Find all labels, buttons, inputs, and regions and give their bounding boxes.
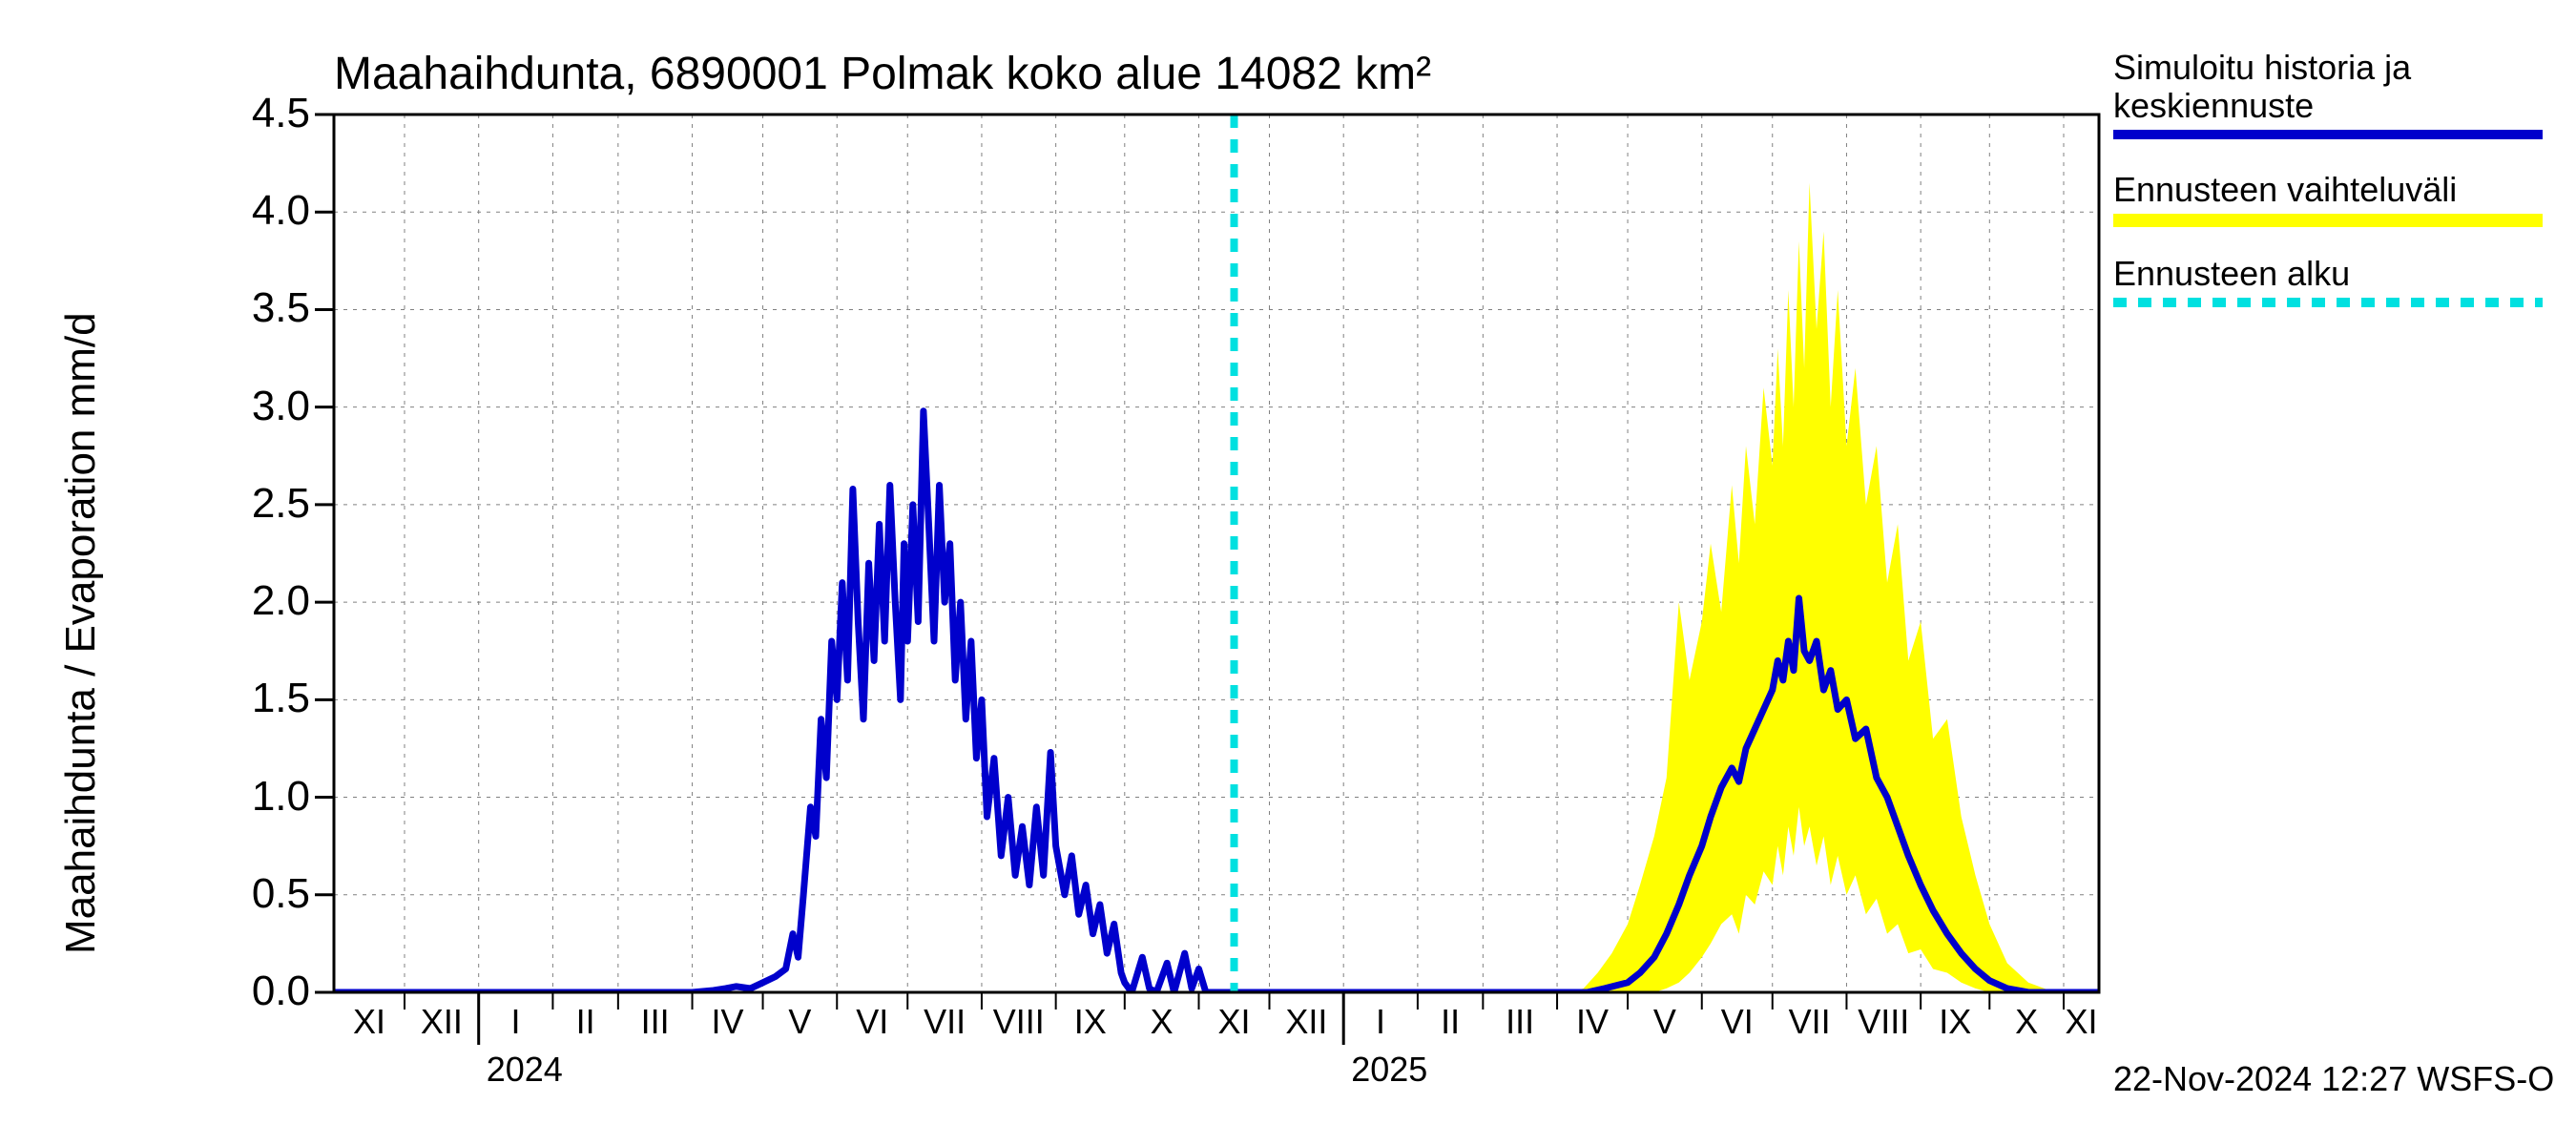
x-month-label: I — [1342, 1002, 1419, 1042]
y-tick-label: 2.0 — [219, 577, 310, 625]
x-month-label: XI — [2044, 1002, 2120, 1042]
y-tick-label: 0.5 — [219, 870, 310, 918]
legend-swatch-band — [2113, 214, 2543, 227]
x-month-label: XI — [1196, 1002, 1273, 1042]
y-tick-label: 0.0 — [219, 968, 310, 1015]
x-month-label: XI — [331, 1002, 407, 1042]
x-month-label: III — [617, 1002, 694, 1042]
legend-label: Ennusteen vaihteluväli — [2113, 170, 2457, 210]
y-tick-label: 4.0 — [219, 187, 310, 235]
x-month-label: III — [1482, 1002, 1558, 1042]
y-tick-label: 3.0 — [219, 383, 310, 430]
x-month-label: VIII — [981, 1002, 1057, 1042]
x-month-label: VII — [906, 1002, 983, 1042]
x-month-label: IX — [1917, 1002, 1993, 1042]
x-month-label: I — [478, 1002, 554, 1042]
x-month-label: VIII — [1845, 1002, 1922, 1042]
x-month-label: IV — [1554, 1002, 1631, 1042]
legend-label: Ennusteen alku — [2113, 254, 2350, 294]
y-tick-label: 1.0 — [219, 773, 310, 821]
legend-swatch-line — [2113, 298, 2543, 307]
x-month-label: IV — [690, 1002, 766, 1042]
x-month-label: V — [1627, 1002, 1703, 1042]
legend-label: Simuloitu historia ja — [2113, 48, 2411, 88]
x-month-label: V — [761, 1002, 838, 1042]
x-month-label: VI — [1699, 1002, 1776, 1042]
x-month-label: VI — [834, 1002, 910, 1042]
legend-swatch-line — [2113, 130, 2543, 139]
x-month-label: II — [548, 1002, 624, 1042]
x-month-label: II — [1412, 1002, 1488, 1042]
y-tick-label: 1.5 — [219, 675, 310, 722]
legend-label: keskiennuste — [2113, 86, 2314, 126]
year-label: 2025 — [1351, 1050, 1427, 1090]
evaporation-chart: Maahaihdunta, 6890001 Polmak koko alue 1… — [0, 0, 2576, 1145]
x-month-label: VII — [1772, 1002, 1848, 1042]
x-month-label: IX — [1052, 1002, 1129, 1042]
chart-title: Maahaihdunta, 6890001 Polmak koko alue 1… — [334, 48, 1431, 100]
y-axis-label: Maahaihdunta / Evaporation mm/d — [57, 312, 105, 954]
x-month-label: XII — [1268, 1002, 1344, 1042]
x-month-label: X — [1124, 1002, 1200, 1042]
y-tick-label: 3.5 — [219, 284, 310, 332]
forecast-band — [1557, 183, 2099, 992]
x-month-label: XII — [404, 1002, 480, 1042]
y-tick-label: 2.5 — [219, 480, 310, 528]
y-tick-label: 4.5 — [219, 90, 310, 137]
chart-footer: 22-Nov-2024 12:27 WSFS-O — [2113, 1059, 2554, 1099]
year-label: 2024 — [487, 1050, 563, 1090]
